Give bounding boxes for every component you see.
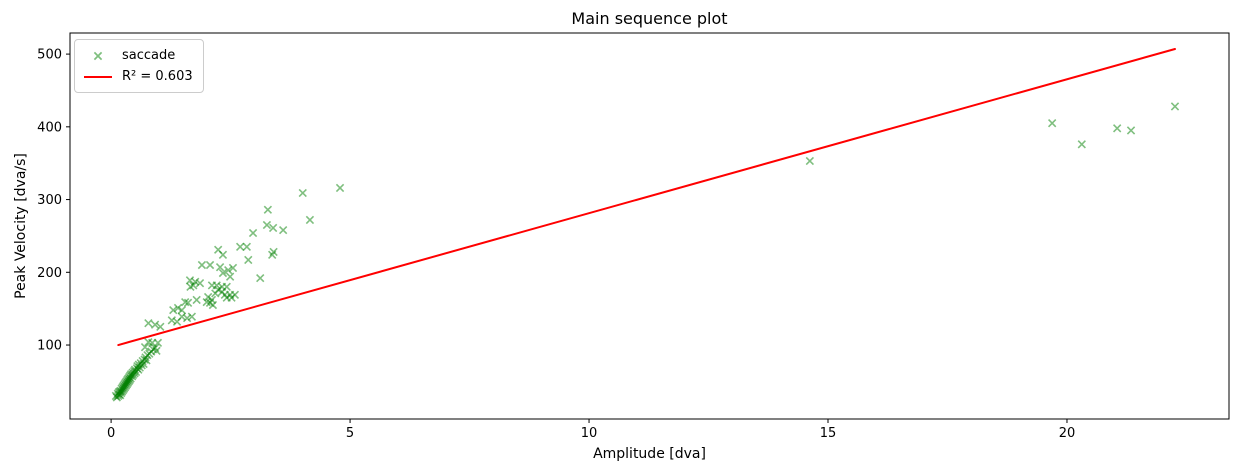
saccade-point	[224, 265, 233, 275]
saccade-point	[173, 303, 183, 313]
x-tick-label: 0	[107, 426, 115, 441]
legend-label-saccade: saccade	[122, 48, 176, 63]
saccade-point	[256, 273, 265, 283]
saccade-point	[177, 312, 187, 321]
x-tick-label: 15	[820, 426, 837, 441]
saccade-point	[248, 228, 258, 238]
saccade-point	[197, 260, 207, 270]
saccade-x-marker-icon	[93, 51, 103, 60]
saccade-point	[156, 322, 165, 332]
saccade-point	[1126, 126, 1136, 135]
legend-entry-saccade: saccade	[82, 45, 193, 66]
saccade-point	[205, 260, 215, 270]
saccade-point	[335, 183, 345, 193]
chart-title: Main sequence plot	[571, 9, 728, 28]
saccade-point	[244, 255, 253, 265]
saccade-point	[230, 290, 240, 300]
regression-line-icon	[84, 75, 112, 78]
saccade-point	[153, 338, 163, 348]
saccade-point	[183, 298, 193, 308]
saccade-point	[181, 297, 190, 307]
x-tick-label: 10	[581, 426, 598, 441]
saccade-points	[111, 102, 1180, 402]
saccade-point	[167, 316, 176, 325]
saccade-point	[150, 320, 160, 329]
x-axis-label: Amplitude [dva]	[593, 446, 706, 462]
saccade-point	[225, 272, 235, 281]
saccade-point	[298, 188, 307, 198]
saccade-point	[177, 305, 187, 315]
saccade-point	[150, 343, 160, 353]
saccade-point	[208, 300, 218, 310]
saccade-point	[305, 215, 315, 225]
x-tick-label: 5	[346, 426, 354, 441]
legend-label-r-squared: R² = 0.603	[122, 69, 193, 84]
saccade-point	[1077, 140, 1086, 149]
saccade-point	[186, 282, 195, 292]
saccade-point	[263, 205, 273, 214]
legend: saccade R² = 0.603	[74, 39, 204, 93]
saccade-point	[182, 313, 192, 323]
saccade-point	[805, 156, 815, 166]
x-tick-label: 20	[1059, 426, 1076, 441]
saccade-point	[262, 220, 272, 230]
saccade-point	[268, 223, 278, 233]
saccade-point	[242, 242, 252, 252]
saccade-point	[211, 289, 220, 298]
saccade-point	[278, 225, 288, 235]
saccade-point	[169, 305, 178, 315]
y-axis-label: Peak Velocity [dva/s]	[13, 153, 29, 299]
saccade-point	[195, 279, 205, 288]
saccade-point	[228, 263, 238, 273]
saccade-point	[269, 247, 278, 257]
regression-line	[117, 48, 1176, 347]
saccade-point	[235, 242, 245, 252]
saccade-point	[1112, 124, 1122, 133]
saccade-point	[140, 343, 150, 352]
y-tick-label: 200	[37, 266, 62, 281]
saccade-point	[218, 250, 228, 260]
saccade-point	[1170, 102, 1180, 111]
axes-spines	[69, 32, 1230, 420]
y-tick-label: 500	[37, 48, 62, 63]
legend-entry-fit: R² = 0.603	[82, 66, 193, 87]
saccade-point	[187, 312, 197, 321]
saccade-point	[215, 263, 225, 272]
saccade-point	[144, 319, 153, 328]
saccade-point	[218, 268, 228, 278]
y-tick-label: 100	[37, 339, 62, 354]
y-tick-label: 400	[37, 120, 62, 135]
saccade-point	[1047, 119, 1057, 128]
y-tick-label: 300	[37, 193, 62, 208]
saccade-point	[192, 295, 201, 305]
